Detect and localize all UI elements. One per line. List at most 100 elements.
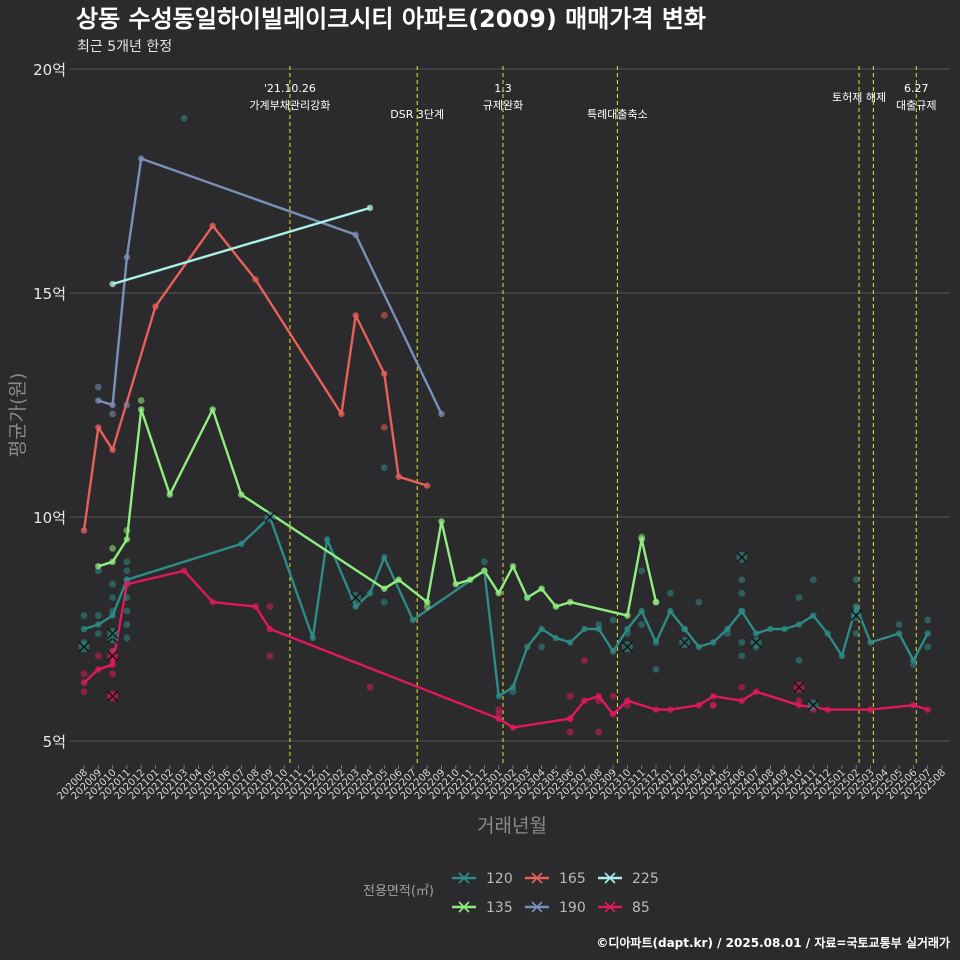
scatter-dot-135 [123,527,131,534]
series-point-165 [338,410,345,418]
legend-marker-icon [458,872,470,884]
scatter-dot-85 [266,603,274,610]
event-label: 토허제 해제 [832,90,886,104]
scatter-dot-85 [80,688,88,696]
scatter-dot-85 [595,728,603,736]
scatter-dot-120 [123,594,131,602]
scatter-dot-120 [795,594,803,602]
scatter-dot-190 [123,401,131,409]
event-label: 1.3 [494,82,512,95]
series-point-135 [524,594,531,601]
series-point-135 [452,581,459,588]
series-point-120 [667,607,674,615]
scatter-dot-120 [738,652,746,660]
legend-marker-icon [531,872,543,884]
event-label: 특례대출축소 [587,108,648,121]
series-point-120 [409,616,417,624]
series-point-165 [424,482,431,489]
series-point-225 [109,280,116,288]
series-point-120 [552,634,560,642]
scatter-dot-85 [80,670,88,678]
series-point-165 [381,370,388,377]
scatter-dot-120 [123,607,131,615]
series-point-85 [738,697,745,704]
scatter-dot-190 [109,410,116,418]
scatter-dot-120 [738,589,746,597]
scatter-dot-135 [638,533,646,541]
scatter-dot-135 [137,397,145,404]
cross-marker-120 [78,641,90,653]
scatter-dot-85 [738,683,746,691]
series-point-120 [810,612,817,619]
series-point-135 [567,598,574,606]
series-point-165 [395,473,402,480]
series-point-135 [209,406,216,413]
scatter-dot-120 [924,643,932,651]
cross-marker-85 [107,690,119,702]
cross-marker-85 [107,650,119,662]
scatter-dot-85 [109,670,116,678]
x-axis-ticks: 2020082020092020102020112020122021012021… [55,765,948,802]
legend-label: 225 [632,871,659,887]
cross-marker-120 [679,636,691,648]
cross-marker-120 [264,511,276,523]
series-line-190 [97,157,443,415]
legend-label: 85 [632,900,650,916]
series-point-85 [581,697,588,704]
series-line-85 [83,569,929,729]
series-point-135 [109,558,116,565]
series-lines [82,157,929,729]
series-point-120 [752,630,760,637]
event-label: 대출규제 [896,99,936,112]
cross-marker-85 [793,681,805,693]
series-point-135 [381,585,388,592]
scatter-dot-120 [109,594,116,602]
series-point-120 [238,540,245,548]
cross-marker-x [850,610,862,622]
scatter-dot-85 [366,683,374,691]
cross-marker-x [78,641,90,653]
scatter-dot-85 [581,656,588,664]
series-point-135 [166,491,173,498]
series-point-165 [209,222,216,229]
scatter-dot-85 [94,652,102,660]
cross-marker-x [736,551,748,563]
series-point-135 [481,567,488,574]
legend: 전용면적(㎡) 120 135 165 190 225 85 [363,871,659,916]
legend-item-120: 120 [452,871,513,887]
scatter-dot-85 [266,652,274,660]
scatter-dot-120 [123,621,131,628]
scatter-dot-120 [509,688,517,696]
scatter-dot-120 [380,598,388,606]
event-label: 6.27 [904,82,929,95]
series-point-85 [80,679,88,686]
series-point-120 [381,554,388,561]
series-point-190 [352,231,359,238]
series-point-165 [352,312,359,319]
series-point-120 [767,625,774,633]
series-point-120 [781,625,788,633]
cross-marker-x [750,636,762,648]
legend-marker-icon [604,872,616,884]
series-point-120 [609,648,617,655]
cross-marker-120 [107,627,119,639]
scatter-dot-120 [738,639,746,646]
series-point-135 [438,518,445,525]
series-point-120 [538,625,545,633]
series-point-120 [524,643,531,651]
chart-caption: ©디아파트(dapt.kr) / 2025.08.01 / 자료=국토교통부 실… [596,935,950,950]
series-point-135 [95,563,102,570]
series-point-85 [667,706,674,713]
series-point-165 [252,276,259,283]
y-tick-label: 5억 [43,733,66,751]
series-point-135 [123,536,131,543]
series-point-120 [352,603,359,610]
scatter-dot-85 [624,701,631,709]
cross-marker-x [679,636,691,648]
scatter-dot-120 [123,576,131,584]
scatter-dot-120 [638,567,646,575]
legend-title: 전용면적(㎡) [363,884,434,899]
scatter-dot-120 [380,464,388,472]
